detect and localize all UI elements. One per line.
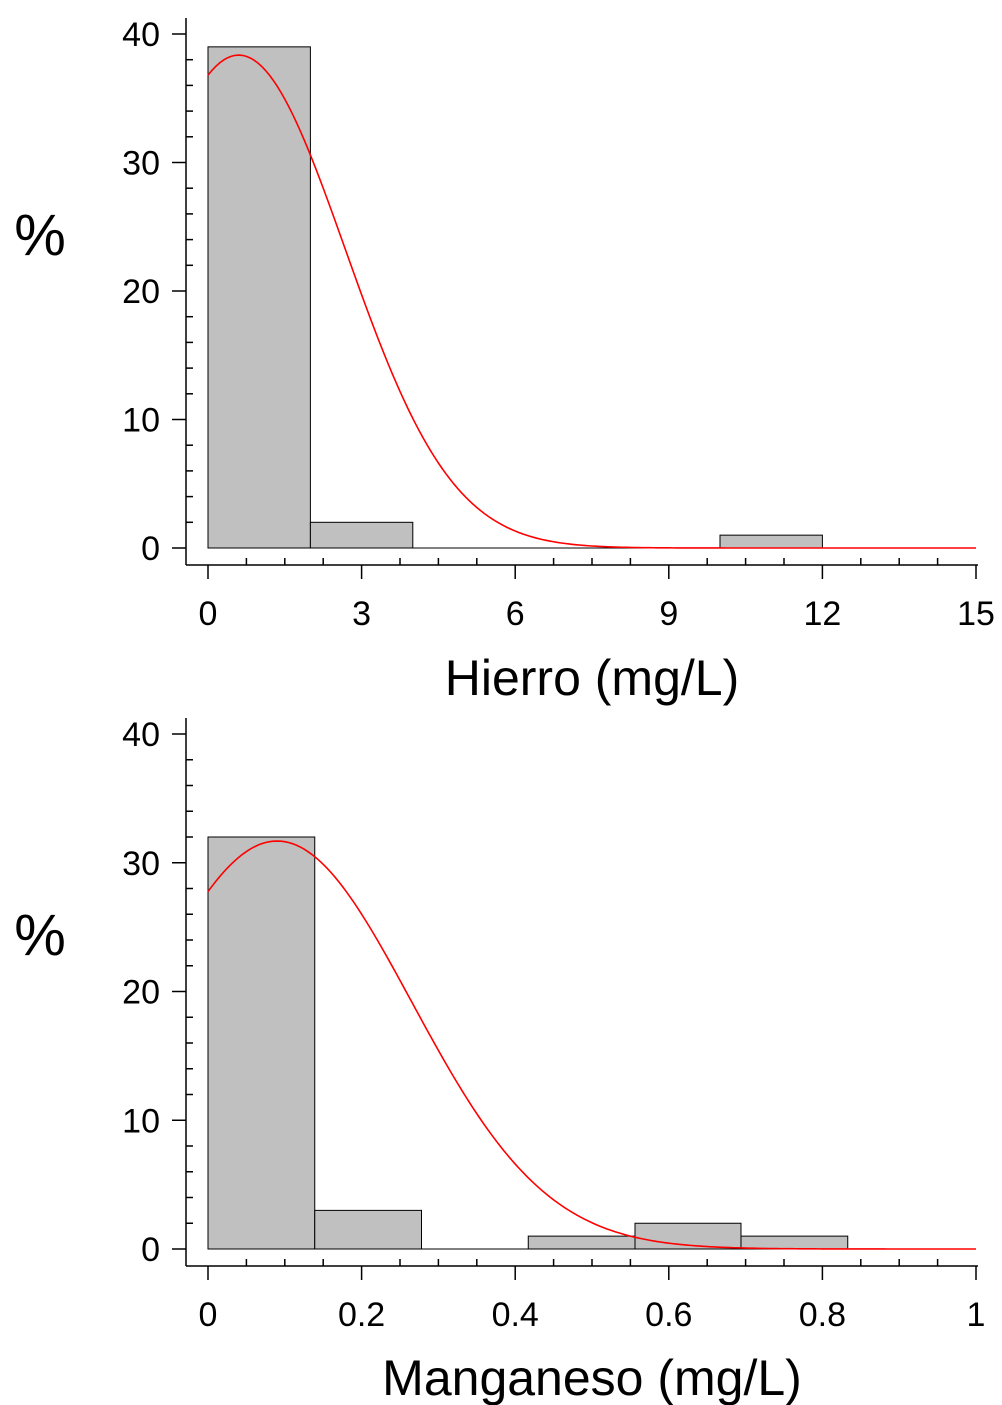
y-tick-label: 20 bbox=[122, 974, 160, 1012]
y-axis-title: % bbox=[14, 203, 66, 268]
x-axis-title: Hierro (mg/L) bbox=[445, 650, 739, 706]
histogram-bar bbox=[740, 1235, 849, 1250]
histogram-bar bbox=[719, 534, 823, 549]
x-tick-label: 6 bbox=[506, 595, 525, 633]
histogram-panel-1: 0 10 20 30 40 0 3 6 9 12 15 Hierro (mg/L)% bbox=[14, 16, 995, 706]
histogram-bar bbox=[527, 1235, 636, 1250]
y-tick-label: 10 bbox=[122, 402, 160, 440]
x-tick-label: 9 bbox=[659, 595, 678, 633]
x-tick-label: 3 bbox=[352, 595, 371, 633]
y-tick-label: 40 bbox=[122, 716, 160, 754]
normal-fit-curve bbox=[207, 54, 976, 549]
histogram-bar bbox=[314, 1209, 423, 1250]
x-tick-label: 0 bbox=[199, 1296, 218, 1334]
y-tick-label: 30 bbox=[122, 145, 160, 183]
x-axis-title: Manganeso (mg/L) bbox=[382, 1350, 802, 1405]
x-tick-label: 0.4 bbox=[492, 1296, 539, 1334]
y-tick-label: 10 bbox=[122, 1102, 160, 1140]
y-tick-label: 0 bbox=[141, 1231, 160, 1269]
x-tick-label: 1 bbox=[967, 1296, 986, 1334]
x-tick-label: 0.2 bbox=[338, 1296, 385, 1334]
histogram-panel-2: 0 10 20 30 40 0 0.2 0.4 0.6 0.8 1 Manganeso (mg/L)% bbox=[14, 716, 985, 1405]
x-tick-label: 0 bbox=[199, 595, 218, 633]
normal-fit-curve bbox=[207, 840, 976, 1250]
x-tick-label: 15 bbox=[957, 595, 995, 633]
y-tick-label: 0 bbox=[141, 530, 160, 568]
x-tick-label: 0.6 bbox=[645, 1296, 692, 1334]
y-tick-label: 40 bbox=[122, 16, 160, 54]
y-axis-title: % bbox=[14, 903, 66, 968]
histogram-bar bbox=[309, 521, 414, 549]
histogram-bar bbox=[207, 46, 311, 549]
y-tick-label: 20 bbox=[122, 273, 160, 311]
x-tick-label: 0.8 bbox=[799, 1296, 846, 1334]
x-tick-label: 12 bbox=[803, 595, 841, 633]
histogram-bar bbox=[207, 836, 316, 1250]
y-tick-label: 30 bbox=[122, 845, 160, 883]
